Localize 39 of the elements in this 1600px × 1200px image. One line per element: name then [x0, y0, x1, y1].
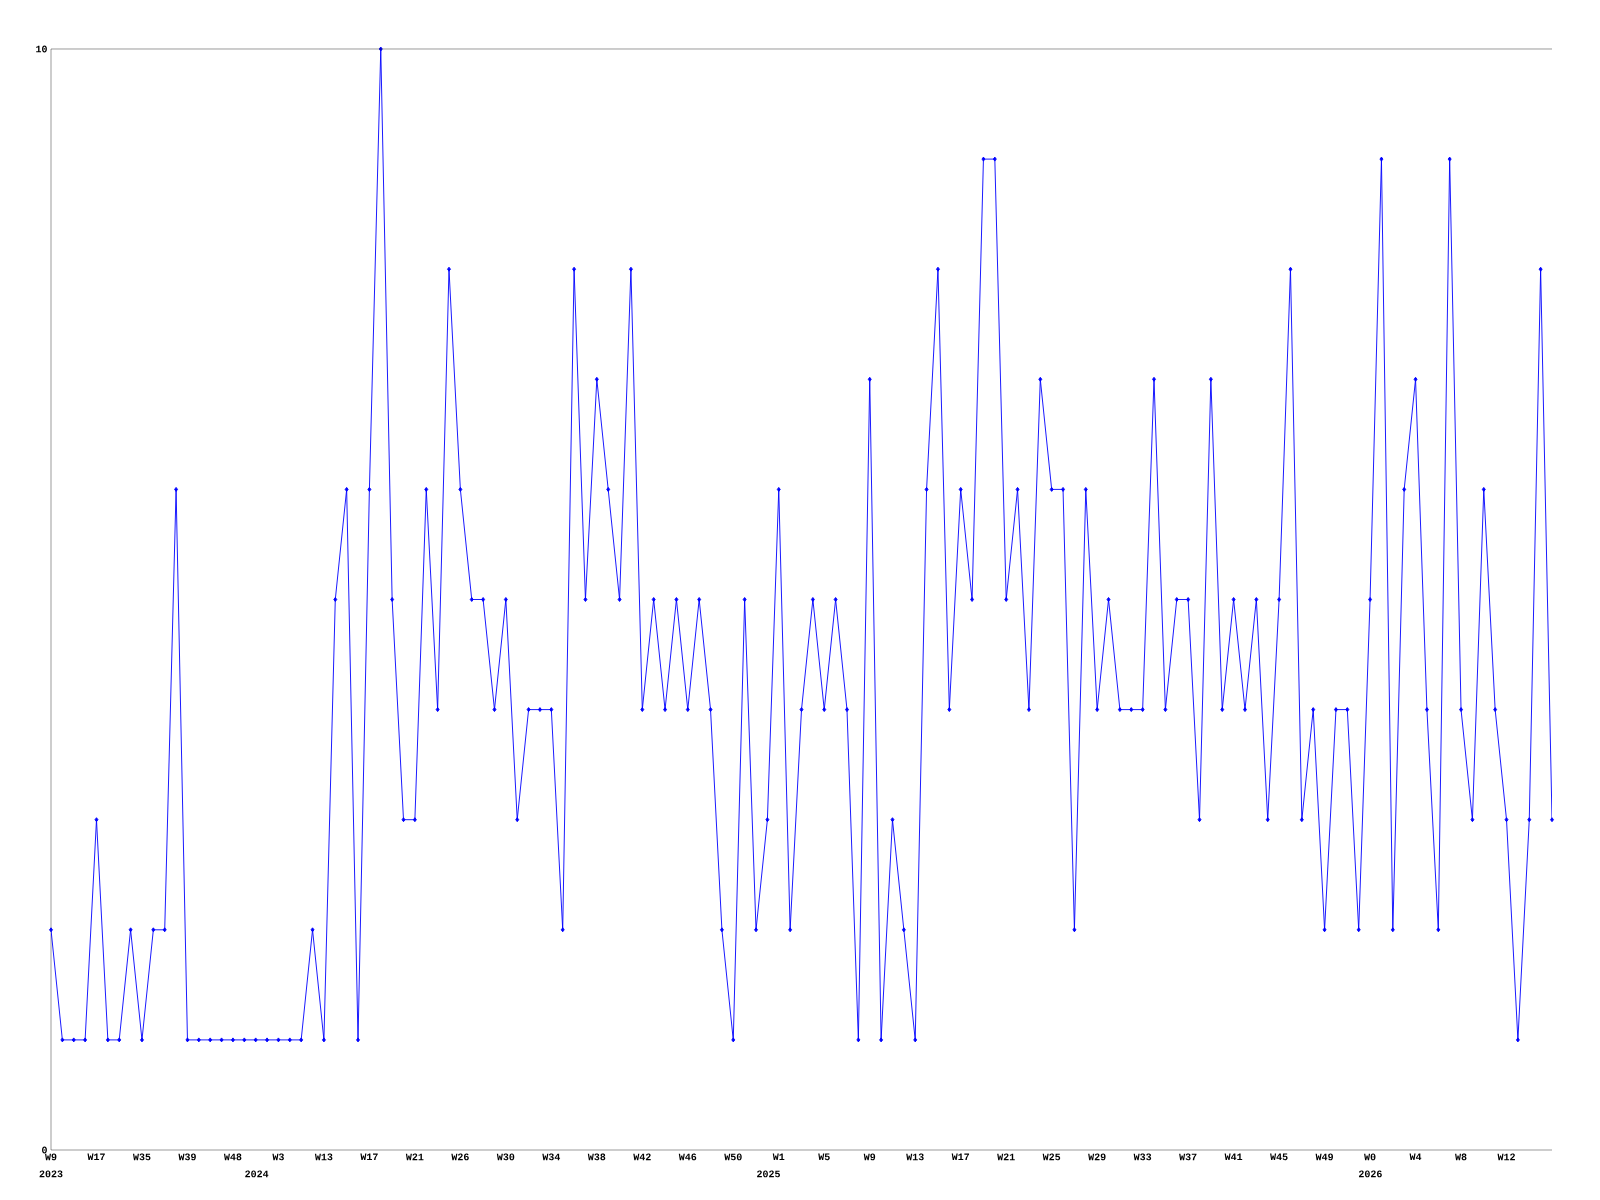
x-tick-label: W37	[1179, 1153, 1197, 1161]
x-tick-label: W30	[496, 1153, 515, 1161]
x-tick-label: W0	[1364, 1153, 1376, 1161]
text: 2026	[1358, 1170, 1382, 1178]
x-tick-label: W42	[633, 1153, 651, 1161]
y-tick-label: 0	[42, 1146, 47, 1154]
text: 2025	[757, 1170, 780, 1178]
x-tick-label: W39	[178, 1153, 196, 1161]
text: 2023	[39, 1170, 63, 1178]
text: 2024	[245, 1170, 269, 1178]
x-tick-label: W17	[87, 1153, 105, 1161]
x-tick-label: W41	[1224, 1153, 1243, 1161]
x-tick-label: W5	[818, 1153, 830, 1161]
x-tick-label: W9	[863, 1153, 876, 1161]
x-tick-label: W25	[1042, 1153, 1061, 1161]
x-tick-label: W48	[223, 1153, 242, 1161]
x-tick-label: W50	[724, 1153, 742, 1161]
x-tick-label: W8	[1455, 1153, 1467, 1161]
x-tick-label: W46	[678, 1153, 697, 1161]
x-tick-label: W33	[1133, 1153, 1152, 1161]
x-tick-label: W17	[360, 1153, 378, 1161]
x-tick-label: W35	[132, 1153, 151, 1161]
x-tick-label: W21	[405, 1153, 424, 1161]
x-tick-label: W21	[997, 1153, 1015, 1161]
x-tick-label: W4	[1409, 1153, 1422, 1161]
x-tick-label: W29	[1088, 1153, 1106, 1161]
x-tick-label: W13	[906, 1153, 924, 1161]
x-tick-label: W9	[45, 1153, 57, 1161]
x-tick-label: W38	[587, 1153, 606, 1161]
x-tick-label: W26	[451, 1153, 469, 1161]
y-tick-label: 10	[36, 45, 47, 53]
x-tick-label: W1	[772, 1153, 785, 1161]
x-tick-label: W13	[314, 1153, 333, 1161]
x-tick-label: W45	[1270, 1153, 1288, 1161]
x-tick-label: W17	[951, 1153, 970, 1161]
x-tick-label: W34	[542, 1153, 561, 1161]
x-tick-label: W49	[1315, 1153, 1333, 1161]
x-tick-label: W12	[1497, 1153, 1515, 1161]
x-tick-label: W3	[272, 1153, 284, 1161]
